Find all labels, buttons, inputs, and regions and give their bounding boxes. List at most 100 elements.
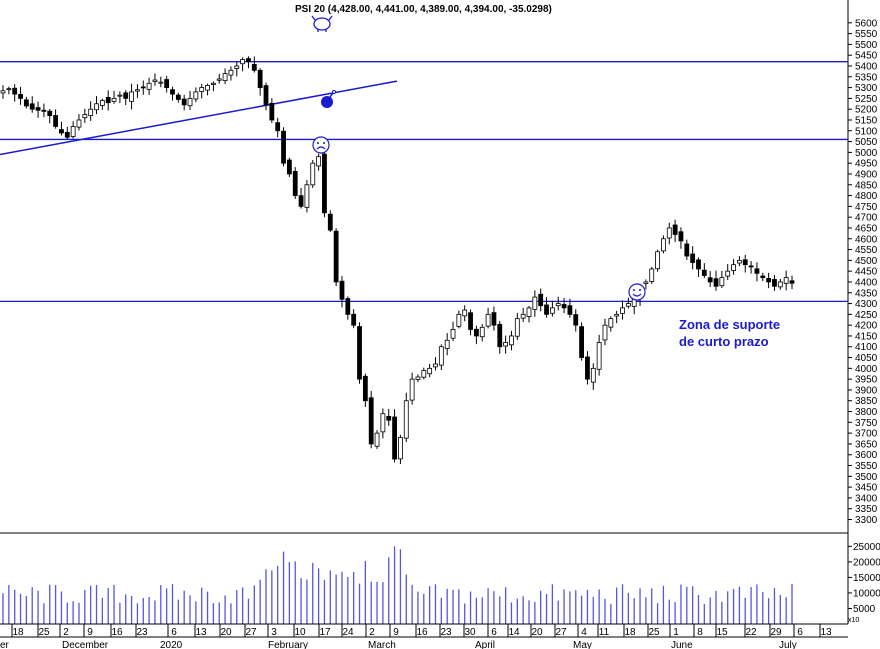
candle-body [53,115,58,127]
candle-body [29,103,35,110]
month-label: er [0,640,10,649]
price-tick-label: 4900 [855,169,878,180]
trendline [0,80,398,156]
trendline-line [0,80,398,156]
candle-body [707,277,713,283]
price-tick-label: 3450 [855,483,878,494]
price-tick-label: 3800 [855,407,878,418]
candle-body [497,323,503,348]
candle-body [643,281,649,284]
chart-title: PSI 20 (4,428.00, 4,441.00, 4,389.00, 4,… [295,4,552,15]
month-label: December [62,640,109,649]
price-tick-label: 4250 [855,310,878,321]
candle-body [251,63,257,71]
candle-body [181,98,187,106]
date-tick-label: 9 [87,627,93,638]
support-label-line-1: Zona de suporte [679,317,780,332]
date-axis: 18 25 2 9 16 23 6 13 20 27 3 10 17 24 2 9 16 23 30 6 14 20 27 4… [0,624,832,649]
date-tick-label: 25 [38,627,50,638]
date-tick-label: 16 [111,627,123,638]
candle-body [731,264,736,271]
candle-body [64,131,70,138]
sad-face-icon [312,136,330,154]
candle-body [690,253,696,263]
price-tick-label: 3550 [855,461,878,472]
volume-unit-label: x10 [848,617,859,624]
price-tick-label: 4450 [855,267,878,278]
candle-body [0,90,6,94]
candle-body [514,318,520,337]
candle-body [35,107,41,111]
candle-body [228,69,234,76]
candle-body [246,58,251,63]
candle-body [625,303,631,307]
candle-body [672,224,678,235]
bomb-icon [321,90,336,108]
price-tick-label: 3750 [855,418,878,429]
date-tick-label: 24 [342,627,354,638]
candle-body [374,432,380,447]
candle-body [175,94,181,100]
candle-body [146,82,152,90]
candle-body [327,213,333,231]
candle-body [129,91,134,102]
candle-body [135,89,140,92]
price-tick-label: 3300 [855,515,878,526]
volume-tick-label: 15000 [853,573,880,584]
candle-body [298,195,304,207]
candle-body [596,342,602,370]
candle-body [777,281,783,288]
price-tick-label: 4500 [855,256,878,267]
date-tick-label: 10 [294,627,306,638]
volume-tick-label: 10000 [853,588,880,599]
candle-body [322,153,327,214]
month-label: May [573,640,592,649]
candle-body [304,184,310,208]
candle-body [485,313,491,327]
price-tick-label: 3700 [855,429,878,440]
candle-body [286,159,292,175]
candle-body [23,99,29,107]
candle-body [123,92,129,99]
date-tick-label: 4 [581,627,587,638]
price-tick-label: 4350 [855,288,878,299]
smiley-face-icon [628,283,646,301]
candle-body [684,243,690,257]
price-tick-label: 4000 [855,364,878,375]
date-tick-label: 18 [624,627,636,638]
candle-body [573,314,579,326]
candle-body [772,279,777,287]
price-tick-label: 4100 [855,342,878,353]
candle-body [661,238,666,252]
candle-body [82,114,88,119]
price-tick-label: 3900 [855,385,878,396]
price-tick-label: 5250 [855,94,878,105]
candle-body [240,59,246,65]
price-tick-label: 3500 [855,472,878,483]
price-axis: 3300335034003450350035503600365037003750… [848,18,878,526]
candle-body [6,88,12,91]
candle-body [468,312,473,330]
candle-body [70,126,76,137]
candle-body [549,307,555,314]
horizontal-lines [0,61,848,303]
date-tick-label: 15 [716,627,728,638]
candle-body [351,313,357,326]
candle-body [47,110,53,117]
price-tick-label: 4200 [855,321,878,332]
date-tick-label: 22 [745,627,757,638]
price-tick-label: 4700 [855,213,878,224]
candle-body [737,259,742,264]
candle-body [719,277,725,287]
candle-body [585,356,590,380]
date-tick-label: 17 [319,627,331,638]
candle-body [608,318,614,328]
price-tick-label: 4600 [855,234,878,245]
candle-body [538,293,544,307]
candle-body [339,280,345,300]
candle-body [152,79,158,82]
candle-body [696,259,701,270]
date-tick-label: 27 [555,627,567,638]
date-tick-label: 16 [416,627,428,638]
